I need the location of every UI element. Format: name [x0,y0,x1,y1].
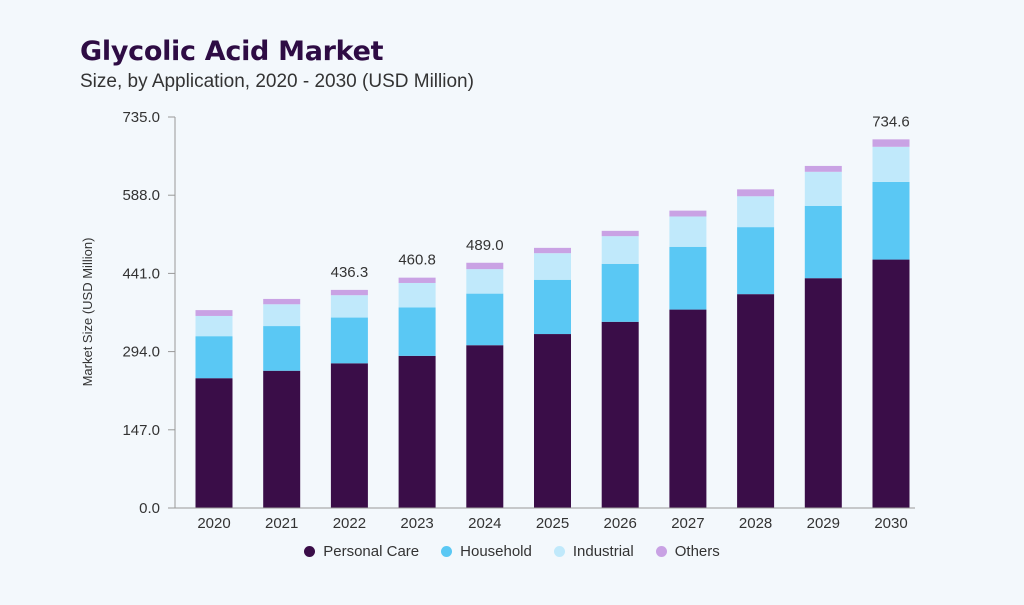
x-tick-label: 2020 [197,515,230,532]
x-tick-label: 2024 [468,515,501,532]
bar-segment-others-2022 [330,289,368,296]
legend-swatch [441,546,453,557]
bar-segment-industrial-2030 [872,146,910,182]
legend-label: Others [674,543,720,560]
legend-item: Others [655,543,720,560]
legend-item: Household [441,543,532,560]
x-tick-label: 2022 [333,515,366,532]
bar-segment-household-2020 [195,336,233,379]
y-tick-label: 441.0 [122,265,160,282]
data-label: 489.0 [466,237,504,254]
bar-segment-others-2030 [872,139,910,147]
bar-segment-others-2023 [398,277,436,283]
bar-segment-household-2025 [534,279,571,335]
x-tick-label: 2029 [807,515,840,532]
bar-segment-others-2025 [534,247,571,254]
bar-segment-others-2021 [263,298,301,305]
x-tick-label: 2028 [739,515,772,532]
legend-swatch [304,546,316,557]
y-tick-label: 294.0 [122,344,160,361]
y-axis-title: Market Size (USD Million) [80,238,95,387]
bar-segment-household-2028 [737,227,775,295]
y-tick-label: 147.0 [122,422,160,439]
bar-segment-personal-care-2025 [534,334,571,508]
y-tick-label: 0.0 [139,500,160,517]
bar-segment-others-2024 [466,262,504,270]
bar-segment-industrial-2027 [669,216,707,247]
bar-segment-industrial-2021 [263,304,301,327]
chart-title: Glycolic Acid Market [80,36,384,67]
bar-segment-household-2023 [398,307,436,356]
legend: Personal Care Household Industrial Others [0,543,1024,560]
bar-segment-personal-care-2022 [330,363,368,508]
bar-segment-industrial-2022 [330,295,368,318]
legend-swatch [655,546,667,557]
bar-segment-household-2024 [466,293,504,346]
x-tick-label: 2023 [400,515,433,532]
bar-segment-others-2029 [804,165,842,172]
y-tick-label: 588.0 [122,187,160,204]
legend-item: Personal Care [304,543,419,560]
bar-segment-industrial-2020 [195,315,233,337]
data-label: 436.3 [331,264,369,281]
bar-segment-personal-care-2023 [398,355,436,508]
bar-segment-household-2029 [804,205,842,279]
legend-label: Industrial [572,543,634,560]
bar-segment-industrial-2029 [804,171,842,206]
legend-label: Personal Care [323,543,420,560]
x-tick-label: 2021 [265,515,298,532]
chart-subtitle: Size, by Application, 2020 - 2030 (USD M… [80,71,474,92]
bar-segment-personal-care-2021 [263,370,301,508]
x-tick-label: 2027 [671,515,704,532]
data-label: 734.6 [872,113,910,130]
bar-segment-personal-care-2030 [872,259,910,508]
bar-segment-personal-care-2020 [195,378,233,508]
bar-segment-personal-care-2024 [466,345,504,508]
bar-segment-household-2022 [330,317,368,364]
x-tick-label: 2025 [536,515,569,532]
bar-segment-household-2026 [601,263,639,322]
y-tick-label: 735.0 [122,109,160,126]
legend-item: Industrial [553,543,634,560]
legend-swatch [553,546,565,557]
bar-segment-personal-care-2027 [669,309,707,508]
bar-segment-industrial-2028 [737,196,775,228]
bar-segment-household-2030 [872,181,910,260]
legend-label: Household [460,543,532,560]
bar-segment-others-2020 [195,310,233,316]
bar-segment-industrial-2023 [398,282,436,308]
bar-segment-industrial-2025 [534,253,571,280]
bar-segment-others-2028 [737,189,775,197]
bar-segment-personal-care-2028 [737,294,775,508]
bar-segment-industrial-2026 [601,236,639,264]
bar-segment-others-2026 [601,230,639,237]
bar-segment-household-2027 [669,246,707,310]
bar-segment-others-2027 [669,210,707,217]
bar-segment-personal-care-2029 [804,278,842,508]
bar-segment-industrial-2024 [466,269,504,294]
x-tick-label: 2030 [874,515,907,532]
bar-segment-household-2021 [263,326,301,371]
x-tick-label: 2026 [604,515,637,532]
bar-segment-personal-care-2026 [601,321,639,508]
data-label: 460.8 [398,252,436,269]
